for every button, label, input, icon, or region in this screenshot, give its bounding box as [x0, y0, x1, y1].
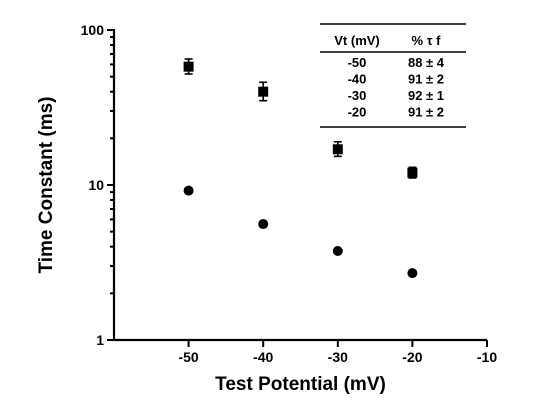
y-tick-label: 1 — [96, 332, 104, 348]
inset-table: Vt (mV) % τ f -50 88 ± 4 -40 91 ± 2 -30 92 ± 1 -… — [320, 23, 466, 128]
table-header: Vt (mV) — [334, 33, 380, 48]
table-cell: 88 ± 4 — [408, 55, 445, 70]
table-cell: -20 — [348, 105, 367, 120]
x-tick-label: -50 — [178, 349, 198, 365]
data-point-circle — [407, 268, 418, 279]
table-cell: -30 — [348, 88, 367, 103]
table-header: % τ f — [412, 33, 442, 48]
data-point-square — [332, 144, 343, 155]
x-axis-title: Test Potential (mV) — [215, 374, 386, 395]
y-tick-label: 100 — [81, 22, 105, 38]
x-ticks: -50 -40 -30 -20 -10 — [178, 340, 497, 365]
data-point-square — [183, 61, 194, 72]
y-ticks: 1 10 100 — [81, 22, 114, 348]
y-tick-label: 10 — [88, 177, 104, 193]
data-point-circle — [183, 185, 194, 196]
x-tick-label: -40 — [253, 349, 273, 365]
x-tick-label: -30 — [328, 349, 348, 365]
x-tick-label: -10 — [477, 349, 497, 365]
data-point-square — [258, 86, 269, 97]
table-cell: 92 ± 1 — [408, 88, 444, 103]
table-cell: 91 ± 2 — [408, 105, 444, 120]
y-axis-title: Time Constant (ms) — [36, 96, 57, 273]
x-tick-label: -20 — [402, 349, 422, 365]
data-point-square — [407, 167, 418, 178]
table-cell: 91 ± 2 — [408, 72, 444, 87]
table-cell: -50 — [348, 55, 367, 70]
data-point-circle — [258, 219, 269, 230]
table-cell: -40 — [348, 72, 367, 87]
data-marks — [183, 58, 418, 279]
data-point-circle — [332, 246, 343, 257]
